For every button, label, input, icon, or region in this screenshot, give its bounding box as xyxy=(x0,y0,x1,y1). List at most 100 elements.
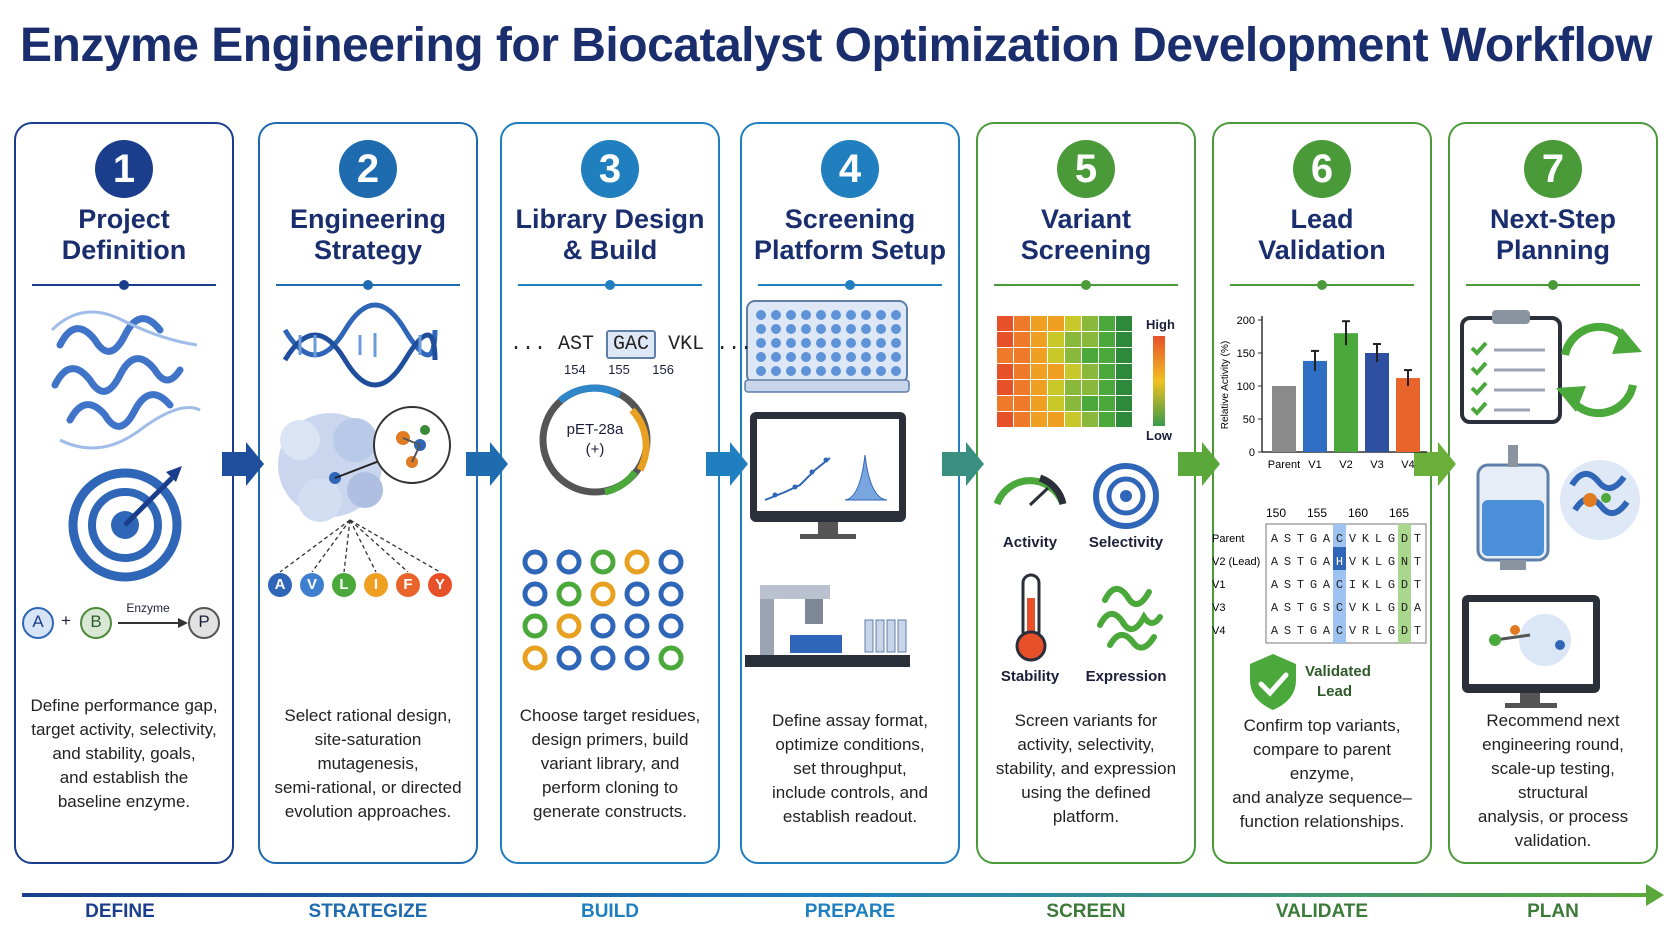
lead-word: Lead xyxy=(1317,683,1353,700)
heatmap-high: High xyxy=(1146,317,1175,332)
step-panel-3: 3 Library Design & Build Choose target r… xyxy=(500,122,720,864)
step-panel-2: 2 Engineering Strategy Select rational d… xyxy=(258,122,478,864)
step-description: Confirm top variants, compare to parent e… xyxy=(1224,714,1420,834)
step-number-badge: 5 xyxy=(1057,140,1115,198)
validated-word: Validated xyxy=(1305,663,1371,680)
step-title-line-1: Screening xyxy=(784,204,916,234)
step-description-line: compare to parent enzyme, xyxy=(1253,740,1391,783)
step-number-badge: 3 xyxy=(581,140,639,198)
step-description-line: optimize conditions, xyxy=(775,735,925,754)
step-panel-6: 6 Lead Validation Confirm top variants, c… xyxy=(1212,122,1432,864)
step-description-line: function relationships. xyxy=(1239,812,1405,831)
substrate-a: A xyxy=(32,612,44,631)
stage-label-screen: SCREEN xyxy=(1046,901,1126,922)
codon-positions: 154 155 156 xyxy=(564,362,674,377)
step-description-line: platform. xyxy=(1052,807,1120,826)
step-description-line: validation. xyxy=(1514,831,1592,850)
enzyme-label: Enzyme xyxy=(126,601,170,615)
step-description-line: and stability, goals, xyxy=(52,744,196,763)
position-156: 156 xyxy=(652,362,674,377)
step-title-line-1: Engineering xyxy=(289,204,446,234)
position-155: 155 xyxy=(608,362,630,377)
seq-left: ... AST xyxy=(510,333,595,356)
step-description-line: Confirm top variants, xyxy=(1243,716,1401,735)
step-divider xyxy=(1466,280,1640,290)
step-description: Recommend next engineering round, scale-up… xyxy=(1460,709,1646,853)
step-description-line: and establish the xyxy=(59,768,189,787)
step-description-line: target activity, selectivity, xyxy=(31,720,217,739)
step-description-line: include controls, and xyxy=(772,783,928,802)
step-title-line-2: Definition xyxy=(61,235,187,265)
residue-L: L xyxy=(332,573,356,597)
stage-label-prepare: PREPARE xyxy=(804,901,896,922)
step-divider xyxy=(994,280,1178,290)
step-panel-7: 7 Next-Step Planning Recommend next engin… xyxy=(1448,122,1658,864)
validated-lead-label: Validated Lead xyxy=(1305,662,1371,702)
target-codon: GAC xyxy=(606,330,657,359)
metric-stability: Stability xyxy=(1000,668,1060,685)
step-number-badge: 6 xyxy=(1293,140,1351,198)
stage-label-validate: VALIDATE xyxy=(1275,901,1369,922)
residue-F: F xyxy=(396,573,420,597)
step-description-line: generate constructs. xyxy=(532,802,688,821)
step-title-line-1: Library Design xyxy=(515,204,705,234)
position-154: 154 xyxy=(564,362,586,377)
step-title-line-2: Planning xyxy=(1496,235,1610,265)
step-description-line: Choose target residues, xyxy=(519,706,701,725)
step-description-line: and analyze sequence– xyxy=(1232,788,1412,807)
step-description: Define performance gap, target activity, … xyxy=(26,694,222,814)
step-description-line: set throughput, xyxy=(793,759,907,778)
step-description-line: Screen variants for xyxy=(1014,711,1158,730)
step-divider xyxy=(758,280,942,290)
plasmid-suffix: (+) xyxy=(585,441,605,458)
step-description-line: Select rational design, xyxy=(284,706,452,725)
residue-A: A xyxy=(268,573,292,597)
step-divider xyxy=(32,280,216,290)
codon-sequence: ... AST GAC VKL ... xyxy=(510,330,752,359)
step-panel-4: 4 Screening Platform Setup Define assay … xyxy=(740,122,960,864)
step-title: Engineering Strategy xyxy=(260,204,476,266)
metric-selectivity: Selectivity xyxy=(1088,534,1164,551)
step-number-badge: 7 xyxy=(1524,140,1582,198)
step-title-line-2: Platform Setup xyxy=(753,235,947,265)
step-panel-1: 1 Project Definition Define performance … xyxy=(14,122,234,864)
step-description-line: evolution approaches. xyxy=(284,802,452,821)
product-p: P xyxy=(198,612,210,631)
step-description-line: perform cloning to xyxy=(541,778,679,797)
step-number-badge: 1 xyxy=(95,140,153,198)
step-title: Lead Validation xyxy=(1214,204,1430,266)
step-description-line: analysis, or process xyxy=(1477,807,1629,826)
step-description-line: Define assay format, xyxy=(772,711,928,730)
step-title: Variant Screening xyxy=(978,204,1194,266)
step-description: Choose target residues, design primers, b… xyxy=(512,704,708,824)
step-description-line: Define performance gap, xyxy=(30,696,218,715)
heatmap-low: Low xyxy=(1146,428,1172,443)
step-panel-5: 5 Variant Screening Screen variants for a… xyxy=(976,122,1196,864)
metric-activity: Activity xyxy=(1002,534,1058,551)
residue-V: V xyxy=(300,573,324,597)
step-title-line-1: Next-Step xyxy=(1489,204,1617,234)
step-title-line-2: Strategy xyxy=(313,235,423,265)
step-title: Screening Platform Setup xyxy=(742,204,958,266)
plus-sign: + xyxy=(61,611,71,630)
step-description-line: activity, selectivity, xyxy=(1017,735,1155,754)
step-description-line: site-saturation mutagenesis, xyxy=(314,730,422,773)
step-description-line: variant library, and xyxy=(540,754,680,773)
residue-Y: Y xyxy=(428,573,452,597)
residue-I: I xyxy=(364,573,388,597)
step-description-line: using the defined xyxy=(1021,783,1151,802)
step-title: Project Definition xyxy=(16,204,232,266)
step-title-line-1: Variant xyxy=(1040,204,1132,234)
step-title-line-2: Screening xyxy=(1020,235,1152,265)
step-title: Next-Step Planning xyxy=(1450,204,1656,266)
step-divider xyxy=(518,280,702,290)
step-description: Screen variants for activity, selectivity… xyxy=(988,709,1184,829)
step-description-line: baseline enzyme. xyxy=(57,792,191,811)
stage-label-plan: PLAN xyxy=(1527,901,1579,922)
step-description-line: establish readout. xyxy=(782,807,918,826)
step-number-badge: 4 xyxy=(821,140,879,198)
step-title-line-1: Project xyxy=(78,204,170,234)
step-description-line: stability, and expression xyxy=(995,759,1177,778)
step-description-line: design primers, build xyxy=(531,730,689,749)
step-description-line: engineering round, xyxy=(1482,735,1624,754)
